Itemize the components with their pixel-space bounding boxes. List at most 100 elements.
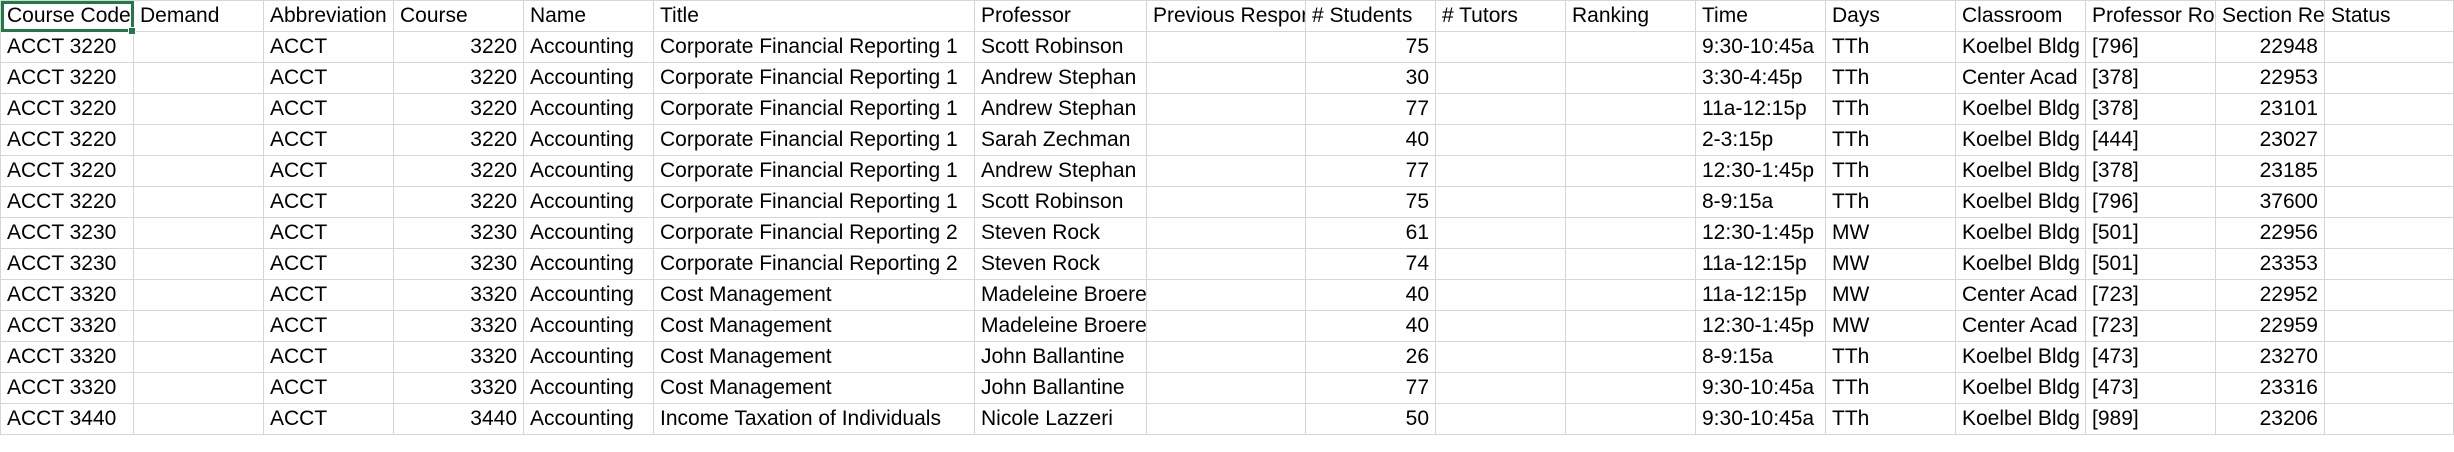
cell-previous-respor[interactable] [1146,124,1306,156]
cell-status[interactable] [2324,310,2454,342]
cell-previous-respor[interactable] [1146,186,1306,218]
cell-section-refe[interactable]: 22959 [2215,310,2325,342]
cell-classroom[interactable]: Center Acad [1955,62,2086,94]
cell-section-refe[interactable]: 22952 [2215,279,2325,311]
cell-status[interactable] [2324,341,2454,373]
cell-previous-respor[interactable] [1146,248,1306,280]
cell-abbreviation[interactable]: ACCT [263,155,394,187]
cell-course[interactable]: 3230 [393,248,524,280]
cell-students[interactable]: 77 [1305,155,1436,187]
cell-professor[interactable]: Andrew Stephan [974,93,1147,125]
cell-ranking[interactable] [1565,279,1696,311]
cell-demand[interactable] [133,341,264,373]
cell-course[interactable]: 3220 [393,124,524,156]
cell-course-code[interactable]: ACCT 3320 [0,310,134,342]
cell-professor[interactable]: John Ballantine [974,372,1147,404]
cell-previous-respor[interactable] [1146,403,1306,435]
cell-professor-ro[interactable]: [723] [2085,279,2216,311]
cell-course-code[interactable]: ACCT 3220 [0,93,134,125]
cell-previous-respor[interactable] [1146,341,1306,373]
cell-section-refe[interactable]: 23270 [2215,341,2325,373]
cell-time[interactable]: 12:30-1:45p [1695,310,1826,342]
cell-students[interactable]: 77 [1305,372,1436,404]
cell-classroom[interactable]: Koelbel Bldg [1955,372,2086,404]
cell-course[interactable]: 3220 [393,31,524,63]
cell-course[interactable]: 3440 [393,403,524,435]
cell-section-refe[interactable]: 37600 [2215,186,2325,218]
cell-students[interactable]: 74 [1305,248,1436,280]
cell-students[interactable]: 77 [1305,93,1436,125]
cell-time[interactable]: 9:30-10:45a [1695,31,1826,63]
fill-handle[interactable] [128,27,136,35]
cell-days[interactable]: MW [1825,217,1956,249]
cell-professor[interactable]: Steven Rock [974,217,1147,249]
cell-days[interactable]: TTh [1825,186,1956,218]
cell-course[interactable]: 3320 [393,310,524,342]
cell-abbreviation[interactable]: ACCT [263,248,394,280]
header-cell-course[interactable]: Course [393,0,524,32]
cell-tutors[interactable] [1435,217,1566,249]
cell-professor[interactable]: Scott Robinson [974,31,1147,63]
cell-demand[interactable] [133,372,264,404]
cell-classroom[interactable]: Koelbel Bldg [1955,93,2086,125]
cell-classroom[interactable]: Koelbel Bldg [1955,124,2086,156]
cell-course-code[interactable]: ACCT 3220 [0,62,134,94]
cell-course[interactable]: 3220 [393,62,524,94]
cell-abbreviation[interactable]: ACCT [263,217,394,249]
cell-ranking[interactable] [1565,372,1696,404]
cell-name[interactable]: Accounting [523,124,654,156]
cell-professor[interactable]: Sarah Zechman [974,124,1147,156]
cell-students[interactable]: 75 [1305,31,1436,63]
cell-title[interactable]: Cost Management [653,310,975,342]
cell-course-code[interactable]: ACCT 3220 [0,186,134,218]
cell-section-refe[interactable]: 23027 [2215,124,2325,156]
cell-tutors[interactable] [1435,93,1566,125]
cell-classroom[interactable]: Koelbel Bldg [1955,403,2086,435]
cell-name[interactable]: Accounting [523,186,654,218]
cell-title[interactable]: Corporate Financial Reporting 2 [653,217,975,249]
cell-classroom[interactable]: Koelbel Bldg [1955,248,2086,280]
cell-classroom[interactable]: Koelbel Bldg [1955,217,2086,249]
header-cell-previous-respor[interactable]: Previous Respor [1146,0,1306,32]
header-cell-name[interactable]: Name [523,0,654,32]
cell-days[interactable]: TTh [1825,403,1956,435]
cell-time[interactable]: 9:30-10:45a [1695,372,1826,404]
cell-course[interactable]: 3230 [393,217,524,249]
header-cell-professor[interactable]: Professor [974,0,1147,32]
cell-time[interactable]: 9:30-10:45a [1695,403,1826,435]
cell-days[interactable]: TTh [1825,31,1956,63]
cell-ranking[interactable] [1565,93,1696,125]
cell-tutors[interactable] [1435,124,1566,156]
cell-tutors[interactable] [1435,62,1566,94]
header-cell-demand[interactable]: Demand [133,0,264,32]
cell-days[interactable]: TTh [1825,124,1956,156]
cell-tutors[interactable] [1435,403,1566,435]
cell-students[interactable]: 30 [1305,62,1436,94]
cell-professor[interactable]: Nicole Lazzeri [974,403,1147,435]
cell-section-refe[interactable]: 22953 [2215,62,2325,94]
header-cell-course-code[interactable]: Course Code [0,0,134,32]
cell-classroom[interactable]: Center Acad [1955,310,2086,342]
cell-classroom[interactable]: Koelbel Bldg [1955,341,2086,373]
cell-course-code[interactable]: ACCT 3440 [0,403,134,435]
cell-title[interactable]: Income Taxation of Individuals [653,403,975,435]
cell-course[interactable]: 3220 [393,93,524,125]
cell-demand[interactable] [133,93,264,125]
cell-status[interactable] [2324,403,2454,435]
cell-course[interactable]: 3320 [393,372,524,404]
header-cell-tutors[interactable]: # Tutors [1435,0,1566,32]
cell-course[interactable]: 3220 [393,186,524,218]
cell-days[interactable]: TTh [1825,372,1956,404]
cell-ranking[interactable] [1565,403,1696,435]
cell-status[interactable] [2324,279,2454,311]
cell-demand[interactable] [133,248,264,280]
cell-days[interactable]: MW [1825,310,1956,342]
cell-professor-ro[interactable]: [473] [2085,372,2216,404]
cell-title[interactable]: Corporate Financial Reporting 1 [653,155,975,187]
cell-classroom[interactable]: Koelbel Bldg [1955,186,2086,218]
cell-abbreviation[interactable]: ACCT [263,93,394,125]
cell-demand[interactable] [133,279,264,311]
cell-demand[interactable] [133,155,264,187]
cell-abbreviation[interactable]: ACCT [263,279,394,311]
cell-previous-respor[interactable] [1146,279,1306,311]
